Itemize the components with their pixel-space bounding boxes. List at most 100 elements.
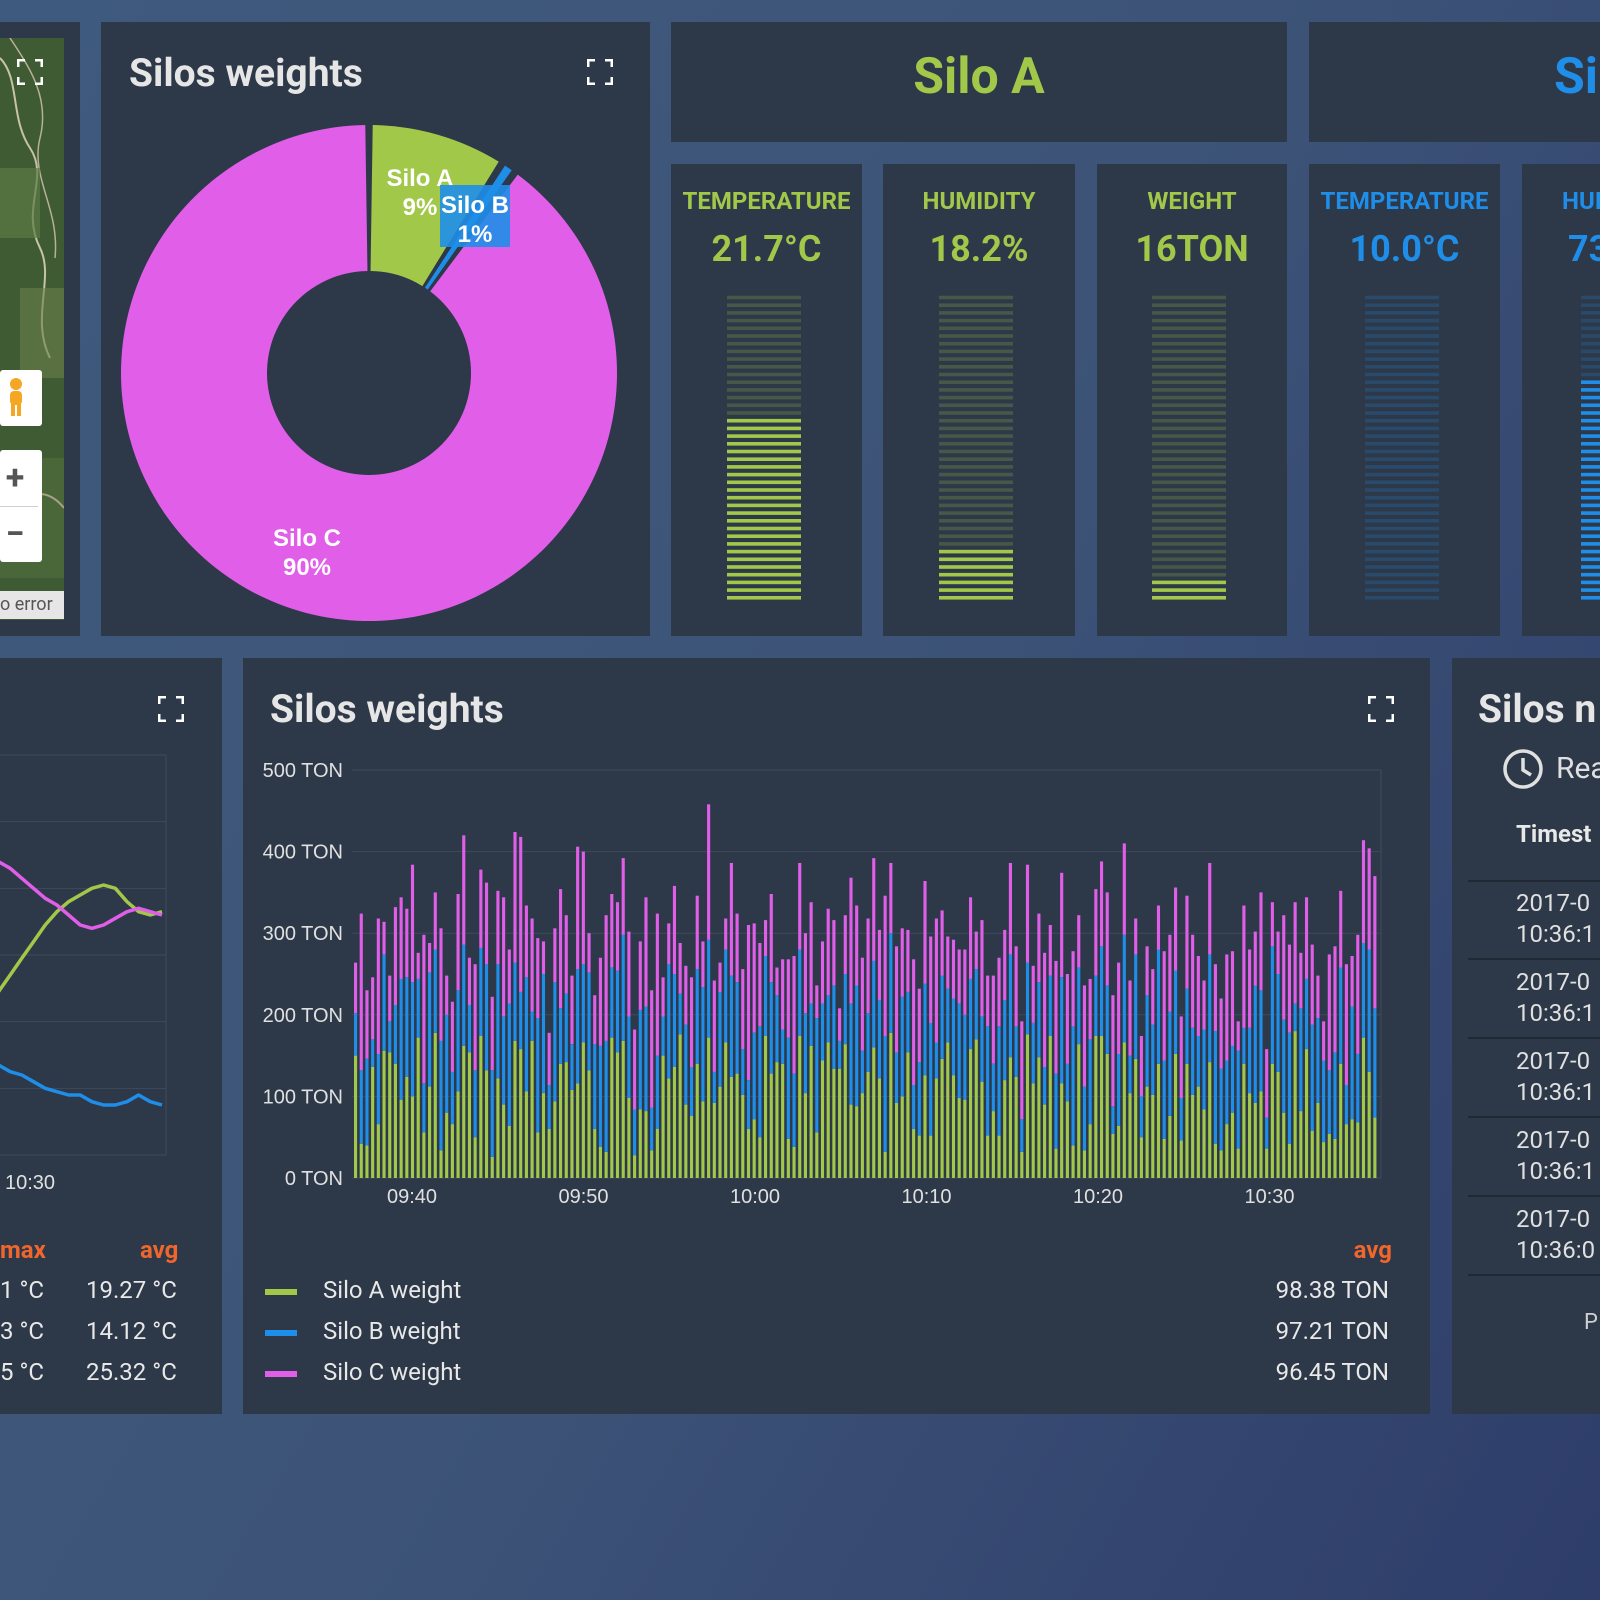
- street-view-button[interactable]: [0, 370, 42, 426]
- gauge-segment-filled: [1581, 557, 1600, 562]
- bar-segment: [530, 1040, 534, 1178]
- bar-segment: [1117, 962, 1121, 1054]
- bar-segment: [912, 1129, 916, 1178]
- bar-segment: [1065, 974, 1069, 1064]
- bar-segment: [433, 949, 437, 1033]
- gauge-segment-filled: [727, 549, 801, 554]
- bar-segment: [473, 1070, 477, 1138]
- bar-segment: [951, 939, 956, 999]
- bar-segment: [917, 1135, 921, 1178]
- bar-segment: [729, 975, 733, 1077]
- silo-a-humidity-gauge: HUMIDITY 18.2%: [883, 164, 1075, 636]
- y-tick-label: 500 TON: [263, 760, 343, 782]
- gauge-segment: [1152, 334, 1226, 338]
- silo-a-temperature-gauge: TEMPERATURE 21.7°C: [671, 164, 862, 636]
- bar-segment: [820, 1060, 825, 1178]
- expand-icon[interactable]: [586, 58, 614, 86]
- gauge-segment: [727, 395, 801, 400]
- gauge-segment-filled: [727, 565, 801, 569]
- bar-segment: [934, 1042, 938, 1079]
- bar-segment: [877, 929, 882, 1001]
- gauge-segment: [1365, 472, 1439, 477]
- realtime-label[interactable]: Rea: [1556, 751, 1600, 786]
- bar-segment: [786, 1138, 790, 1178]
- table-row[interactable]: 2017-0 10:36:1: [1516, 1125, 1595, 1187]
- bar-segment: [1031, 1083, 1035, 1178]
- timestamp-column-header[interactable]: Timest: [1516, 820, 1592, 848]
- bar-segment: [689, 1116, 694, 1178]
- expand-icon[interactable]: [16, 58, 44, 86]
- expand-icon[interactable]: [1367, 695, 1395, 723]
- bar-segment: [951, 998, 956, 1076]
- bar-segment: [1344, 1085, 1348, 1125]
- bar-segment: [1367, 1071, 1371, 1178]
- table-row[interactable]: 2017-0 10:36:1: [1516, 1046, 1595, 1108]
- gauge-segment: [1581, 318, 1600, 323]
- bar-segment: [564, 1062, 568, 1178]
- table-row[interactable]: 2017-0 10:36:0: [1516, 1204, 1595, 1266]
- bar-segment: [587, 972, 591, 1071]
- bar-segment: [900, 928, 904, 997]
- bar-segment: [638, 1109, 642, 1178]
- bar-segment: [838, 1008, 842, 1041]
- pagination-text[interactable]: P: [1584, 1310, 1598, 1335]
- gauge-segment: [939, 542, 1013, 546]
- zoom-out-button[interactable]: −: [5, 514, 25, 554]
- bar-segment: [450, 1124, 454, 1178]
- table-row[interactable]: 2017-0 10:36:1: [1516, 967, 1595, 1029]
- bar-segment: [638, 941, 642, 1010]
- gauge-segment: [1581, 326, 1600, 331]
- expand-icon[interactable]: [157, 695, 185, 723]
- gauge-segment: [1365, 311, 1439, 315]
- bar-segment: [1111, 995, 1115, 1107]
- legend-avg-value: 98.38 TON: [1275, 1276, 1389, 1304]
- table-row[interactable]: 2017-0 10:36:1: [1516, 888, 1595, 950]
- bar-segment: [661, 1055, 665, 1178]
- bar-segment: [1014, 1076, 1018, 1178]
- gauge-segment: [1152, 449, 1226, 454]
- bar-segment: [1048, 1036, 1052, 1178]
- bar-segment: [593, 995, 597, 1045]
- bar-segment: [843, 974, 847, 1045]
- bar-segment: [843, 1044, 847, 1178]
- bar-segment: [986, 1135, 990, 1178]
- bar-segment: [376, 1124, 380, 1178]
- bar-segment: [764, 920, 768, 956]
- bar-segment: [798, 1036, 802, 1178]
- bar-segment: [382, 921, 386, 955]
- bar-segment: [746, 1080, 751, 1130]
- bar-segment: [627, 1016, 631, 1098]
- table-divider: [1468, 1116, 1600, 1118]
- line-series-silo-c: [0, 860, 163, 931]
- bar-segment: [695, 1063, 699, 1178]
- temperature-line-panel: 10:30 max avg 1 °C 3 °C 5 °C 19.27 °C 14…: [0, 658, 222, 1414]
- gauge-segment: [727, 326, 801, 331]
- gauge-label: WEIGHT: [1147, 187, 1237, 215]
- bar-segment: [1322, 1142, 1326, 1178]
- gauge-segment-filled: [1581, 588, 1600, 592]
- gauge-segment: [939, 372, 1013, 377]
- gauge-segment-filled: [1581, 472, 1600, 477]
- bar-segment: [604, 1151, 608, 1178]
- gauge-segment: [939, 311, 1013, 315]
- gauge-segment: [1152, 572, 1226, 577]
- bar-segment: [1265, 1148, 1269, 1178]
- bar-segment: [792, 1147, 796, 1178]
- gauge-segment: [1365, 588, 1439, 592]
- gauge-segment: [1152, 365, 1226, 369]
- bar-segment: [376, 1054, 380, 1125]
- bar-segment: [672, 974, 677, 1067]
- bar-segment: [724, 918, 728, 950]
- pegman-icon: [10, 378, 22, 416]
- bar-segment: [1270, 1063, 1274, 1178]
- gauge-segment: [1152, 480, 1226, 485]
- silo-b-header-panel: Si: [1309, 22, 1600, 142]
- bar-segment: [1259, 1091, 1263, 1178]
- zoom-in-button[interactable]: +: [5, 458, 25, 498]
- bar-segment: [354, 962, 358, 1014]
- bar-segment: [524, 905, 528, 978]
- gauge-segment-filled: [939, 565, 1013, 569]
- timestamp-date: 2017-0: [1516, 1126, 1591, 1154]
- gauge-label: HUI: [1562, 187, 1600, 215]
- gauge-segment: [1365, 303, 1439, 307]
